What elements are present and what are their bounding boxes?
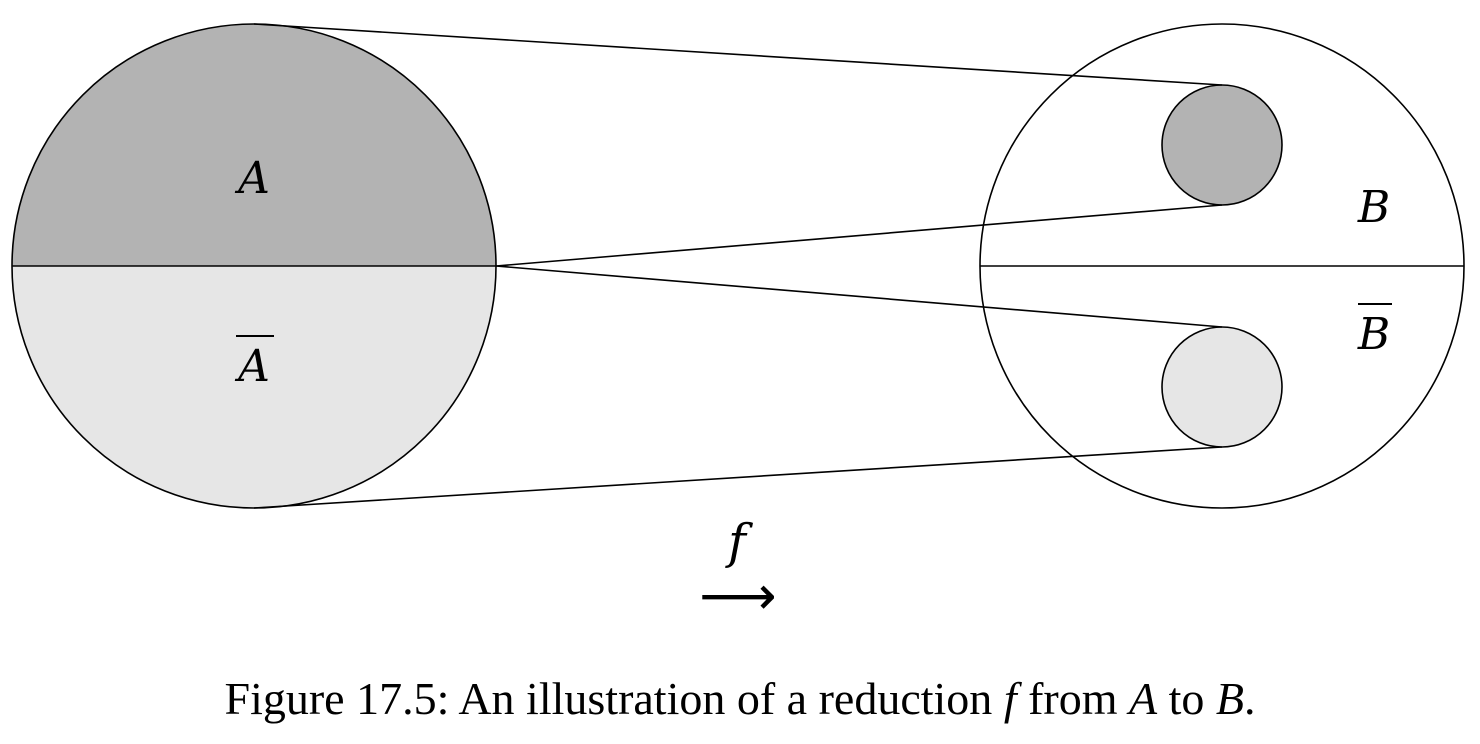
label-b-complement: B <box>1357 309 1390 360</box>
figure-caption: Figure 17.5: An illustration of a reduct… <box>0 672 1480 725</box>
label-a: A <box>234 153 270 204</box>
caption-source: A <box>1129 673 1158 724</box>
map-line-complement-bottom <box>253 446 1223 509</box>
map-line-a-top <box>253 23 1223 86</box>
set-b-circle <box>979 23 1465 509</box>
reduction-diagram: A A B B f ⟶ <box>11 23 1465 627</box>
caption-to-word: to <box>1157 673 1216 724</box>
label-b: B <box>1357 182 1390 233</box>
map-arrow: ⟶ <box>699 564 776 627</box>
mapping-lines <box>253 23 1223 509</box>
map-line-a-bottom <box>495 204 1223 267</box>
set-a-region <box>12 24 496 266</box>
set-a-circle <box>11 23 497 509</box>
caption-prefix: Figure 17.5: An illustration of a reduct… <box>224 673 1004 724</box>
image-of-a <box>1161 84 1283 206</box>
label-a-complement: A <box>234 341 270 392</box>
caption-from-word: from <box>1016 673 1130 724</box>
caption-target: B <box>1215 673 1245 724</box>
map-line-complement-top <box>495 265 1223 328</box>
image-of-a-complement <box>1161 326 1283 448</box>
caption-func: f <box>1003 673 1017 724</box>
caption-end: . <box>1244 673 1256 724</box>
set-a-complement-region <box>12 266 496 508</box>
map-label-f: f <box>725 514 753 570</box>
